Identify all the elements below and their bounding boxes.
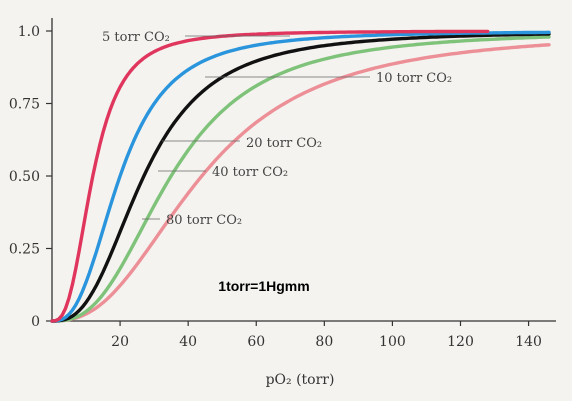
axes [51, 18, 556, 322]
series-label: 5 torr CO₂ [102, 30, 170, 45]
series-curve [50, 29, 490, 323]
x-tick-label: 120 [447, 334, 474, 350]
y-tick-label: 0 [31, 314, 40, 330]
x-tick-label: 80 [315, 334, 333, 350]
series-label: 20 torr CO₂ [246, 136, 322, 151]
x-tick-label: 140 [515, 334, 542, 350]
series-curve [50, 30, 551, 323]
label-leaders [142, 35, 370, 220]
curves [50, 29, 551, 323]
series-label: 40 torr CO₂ [212, 165, 288, 180]
y-tick-label: 0.75 [9, 97, 40, 113]
x-tick-label: 40 [179, 334, 197, 350]
series-curve [50, 43, 551, 323]
y-tick-label: 0.25 [9, 242, 40, 258]
annotation-note: 1torr=1Hgmm [218, 278, 309, 294]
y-tick-label: 0.50 [9, 169, 40, 185]
x-tick-label: 20 [111, 334, 129, 350]
series-curve [50, 35, 551, 323]
series-labels: 5 torr CO₂ 10 torr CO₂ 20 torr CO₂ 40 torr … [102, 30, 452, 228]
series-label: 10 torr CO₂ [376, 71, 452, 86]
series-label: 80 torr CO₂ [166, 213, 242, 228]
x-tick-label: 60 [247, 334, 265, 350]
y-tick-label: 1.0 [18, 24, 40, 40]
series-curve [50, 32, 551, 323]
x-tick-label: 100 [379, 334, 406, 350]
ticks: 20 40 60 80 100 120 140 0 0.25 0.50 0.75 1.0 [9, 24, 542, 350]
x-axis-title: pO₂ (torr) [266, 372, 335, 388]
